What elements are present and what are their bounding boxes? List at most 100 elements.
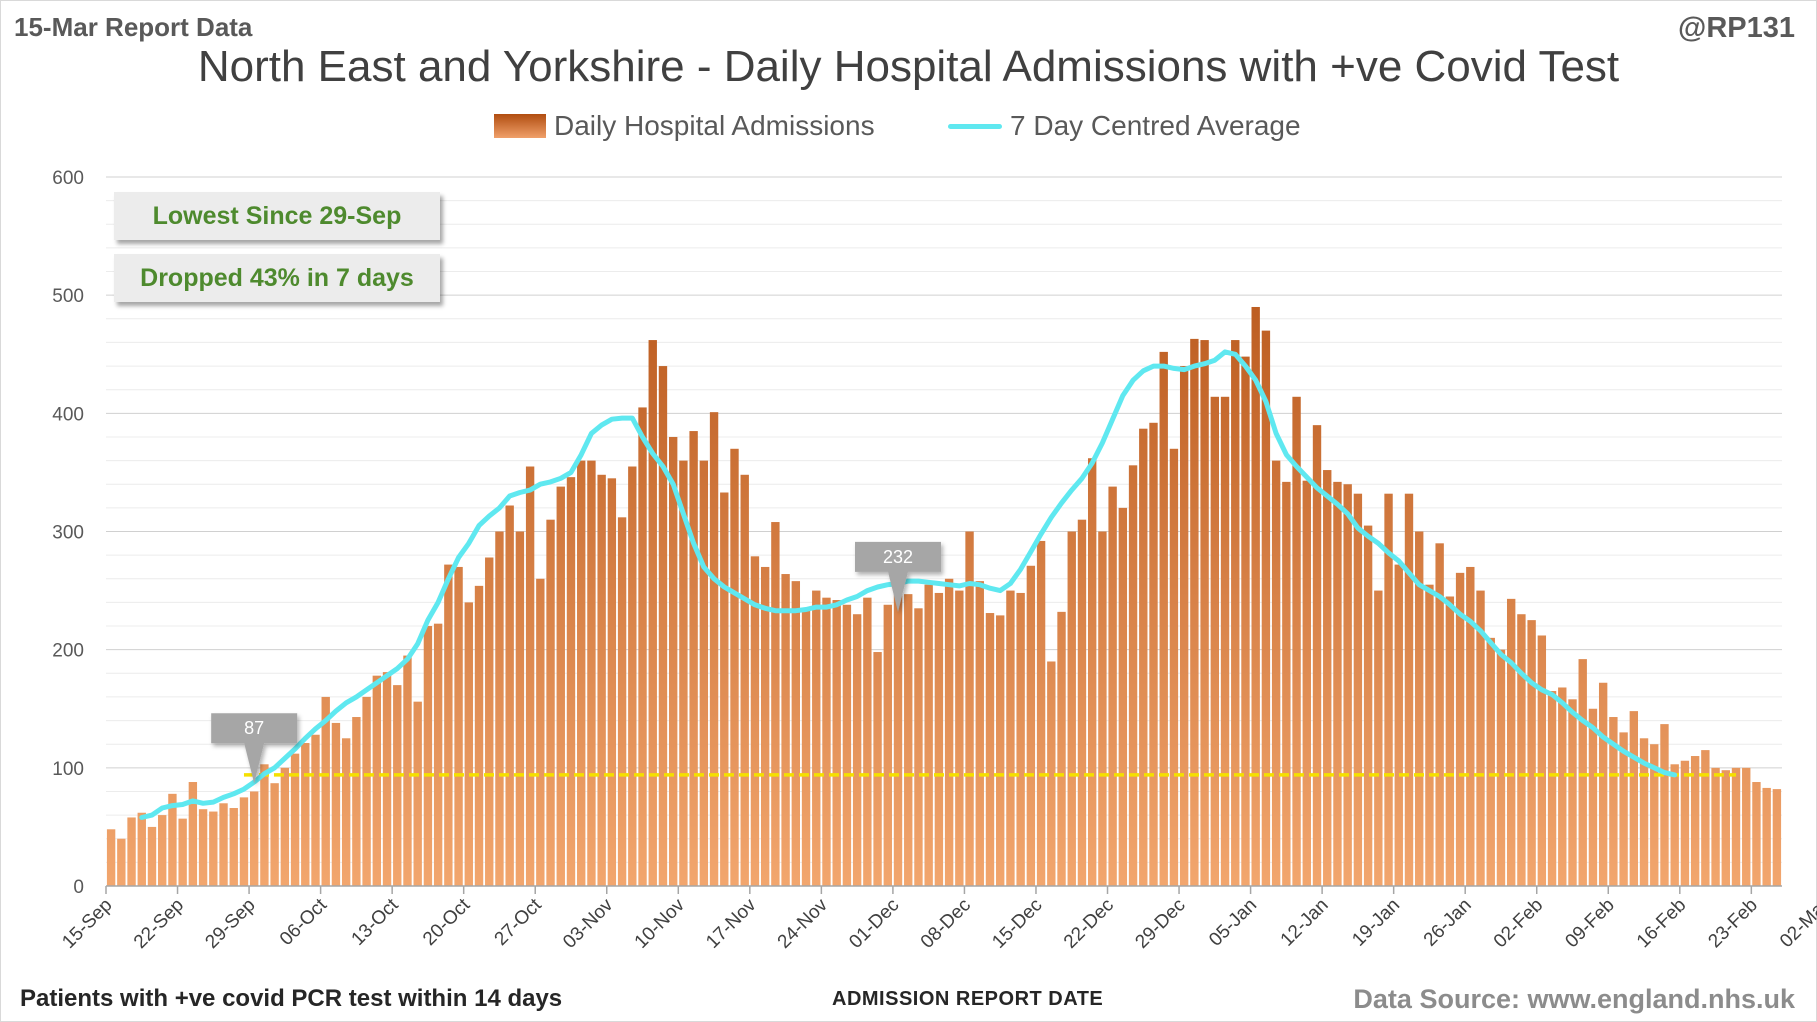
callout-dropped-percent: Dropped 43% in 7 days xyxy=(114,254,440,302)
bar xyxy=(1731,767,1741,886)
bar xyxy=(1711,767,1720,886)
bar xyxy=(1762,787,1771,886)
bar xyxy=(403,655,412,886)
bar xyxy=(914,608,923,886)
bar xyxy=(1752,782,1761,886)
bar xyxy=(1506,598,1516,886)
bar xyxy=(1404,493,1414,886)
x-tick-label: 05-Jan xyxy=(1205,895,1261,951)
bar xyxy=(1302,480,1311,886)
bar xyxy=(1772,789,1782,886)
bar xyxy=(934,592,944,886)
bar xyxy=(1343,484,1352,886)
x-tick-label: 12-Jan xyxy=(1277,895,1333,951)
bar xyxy=(1742,767,1751,886)
x-tick-label: 19-Jan xyxy=(1348,895,1404,951)
bar xyxy=(1036,540,1046,886)
y-tick-label: 0 xyxy=(73,877,84,898)
bar xyxy=(689,431,698,886)
bar xyxy=(362,696,371,886)
bar xyxy=(1098,531,1107,886)
x-tick-label: 29-Dec xyxy=(1131,895,1189,953)
y-tick-label: 500 xyxy=(52,286,84,307)
bar xyxy=(423,626,433,886)
bar xyxy=(924,584,933,886)
bar xyxy=(628,466,637,886)
bar xyxy=(249,791,259,886)
bar xyxy=(607,478,617,886)
x-tick-label: 17-Nov xyxy=(702,894,761,953)
bar xyxy=(1077,519,1087,886)
x-axis xyxy=(105,885,1782,894)
x-tick-label: 10-Nov xyxy=(631,894,690,953)
bar xyxy=(1026,565,1036,886)
bar xyxy=(771,522,780,886)
bar xyxy=(1701,750,1710,886)
bar xyxy=(454,566,463,886)
bar xyxy=(587,460,596,886)
bar xyxy=(505,505,514,886)
bar xyxy=(1190,338,1199,887)
bar xyxy=(1312,425,1322,886)
bar xyxy=(1251,306,1260,886)
bar xyxy=(1690,756,1700,886)
bar xyxy=(382,672,392,886)
bar xyxy=(219,803,228,886)
bar xyxy=(1241,356,1250,886)
bar xyxy=(168,793,177,886)
bar xyxy=(1629,711,1639,886)
bar xyxy=(525,466,535,886)
bar xyxy=(883,604,892,886)
bar xyxy=(1568,699,1577,886)
bar xyxy=(1558,687,1567,886)
bar xyxy=(1363,525,1373,886)
bar xyxy=(290,753,300,886)
bar xyxy=(485,557,494,886)
bar xyxy=(1179,366,1189,887)
bar xyxy=(1231,340,1240,886)
x-axis-title: ADMISSION REPORT DATE xyxy=(832,988,1104,1010)
bar xyxy=(1660,724,1669,886)
bar xyxy=(311,734,320,886)
bar xyxy=(270,783,279,886)
bar xyxy=(852,614,862,886)
bar xyxy=(341,738,351,886)
bar xyxy=(1220,396,1230,886)
y-tick-label: 400 xyxy=(52,404,84,425)
y-axis-ticks: 0 100 200 300 400 500 600 xyxy=(52,168,84,898)
legend-label-admissions: Daily Hospital Admissions xyxy=(554,110,875,141)
bar xyxy=(740,474,749,886)
bar xyxy=(1159,351,1168,886)
bar xyxy=(842,604,852,886)
bar xyxy=(985,613,995,886)
x-tick-label: 29-Sep xyxy=(201,895,259,953)
bar xyxy=(1425,584,1434,886)
x-tick-label: 15-Sep xyxy=(58,895,116,953)
bar xyxy=(720,492,729,886)
bar xyxy=(178,818,187,886)
bar xyxy=(1128,465,1138,886)
bar xyxy=(1292,396,1301,886)
bar xyxy=(1108,486,1117,886)
x-tick-label: 01-Dec xyxy=(845,895,903,953)
x-tick-label: 22-Dec xyxy=(1060,895,1118,953)
x-tick-label: 09-Feb xyxy=(1561,895,1618,952)
bar xyxy=(577,460,586,886)
bar xyxy=(1261,330,1271,886)
bar xyxy=(1047,661,1056,886)
y-tick-label: 200 xyxy=(52,641,84,662)
x-tick-label: 02-Mar xyxy=(1776,894,1817,952)
bar xyxy=(1496,649,1506,886)
bar xyxy=(965,531,974,886)
avg-line-group xyxy=(139,349,1678,820)
legend-bar-swatch xyxy=(494,114,546,138)
bar xyxy=(331,722,341,886)
x-tick-label: 20-Oct xyxy=(419,894,475,950)
bar xyxy=(679,460,688,886)
bar xyxy=(321,696,330,886)
markers-group: 8723294 xyxy=(211,541,942,784)
y-tick-label: 300 xyxy=(52,523,84,544)
bar xyxy=(1006,590,1015,886)
callout-lowest-since: Lowest Since 29-Sep xyxy=(114,192,440,240)
bar xyxy=(260,764,269,886)
